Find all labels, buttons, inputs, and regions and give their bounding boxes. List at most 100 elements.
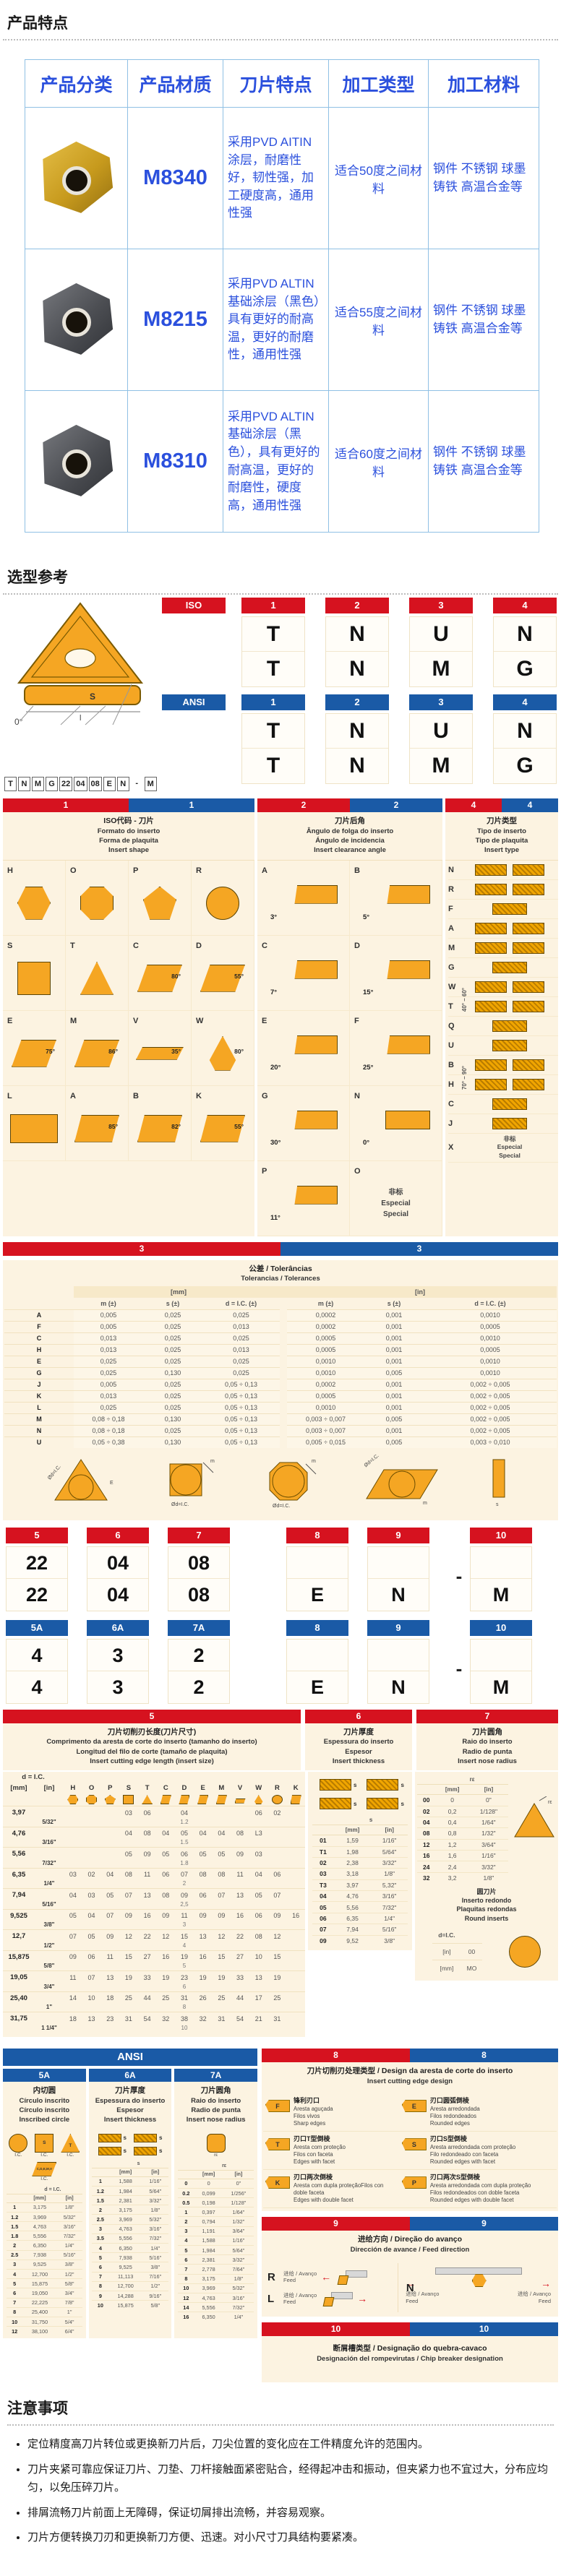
section-7-header: 7 刀片圆角 Raio do inserto Radio de punta Inser… [416,1709,558,1771]
position-chip: 6 [87,1527,149,1543]
triangle-icon: T [61,2133,80,2153]
feature-text: 采用PVD AITIN 涂层，耐磨性好，韧性强，加工硬度高，通用性强 [223,107,329,249]
iso-code-values: 5 22 22 6 04 04 7 08 08 8 E 9 N -10 M [0,1520,561,1613]
edge-tag-icon: P [401,2176,427,2189]
table-row: 1.2 3,969 5/32" [6,2211,83,2222]
section-9-bar: 9 9 [262,2217,558,2231]
square-ic-diagram: m Ød=I.C. [169,1459,215,1507]
table-row: G 0,025 0,130 0,025 0,0010 0,005 0,0010 [4,1366,557,1379]
hexagon-icon [67,1795,79,1805]
table-row: M 0,08 ÷ 0,18 0,130 0,05 ÷ 0,13 0,003 ÷ 0,00… [4,1413,557,1426]
table-row: 7,94 04 03 05 07 13 08 09 06 07 13 05 07 [3,1888,305,1900]
table-row: 7 11,113 7/16" [92,2271,168,2282]
section-5a: 5A 内切圆 Círculo inscrito Círculo inscrito In… [3,2069,86,2339]
table-row: 3/4" 6 [43,1983,187,1990]
col-category: 产品分类 [25,59,128,108]
insert-profile-icon [475,883,507,895]
clearance-cell: A 3° [257,860,350,936]
insert-profile-icon [492,1020,527,1032]
section-8-bar: 8 8 [262,2049,558,2063]
position-chip: 10 [470,1619,532,1636]
divider [7,2424,554,2426]
table-row: 3 1,191 3/64" [177,2226,254,2236]
clearance-diagram-icon [294,1110,338,1129]
ansi-chip: ANSI [162,694,226,710]
table-row: 12 1,2 3/64" [416,1838,509,1851]
svg-text:m: m [312,1459,316,1464]
notes-title: 注意事项 [7,2400,68,2418]
section-10-title: 断屑槽类型 / Designação do quebra-cavaco Desig… [262,2340,558,2368]
code-box: M [32,777,44,791]
insert-profile-icon [475,922,507,934]
round-insert-icon [508,1935,541,1968]
code-value-column: 10 M [470,1527,532,1611]
table-row: 12 38,100 6/4" [6,2326,83,2336]
radius-table: rε [mm] [in] 00 0 0" 02 0,2 1/128" 04 0,4 1/64" 08… [416,1775,509,1884]
clearance-diagram-icon [385,1110,430,1129]
title-line: Radio de punta [462,1747,513,1756]
title-line: Raio do inserto [462,1738,513,1746]
table-row: 12,7 07 05 09 12 22 12 15 13 12 22 08 12 [3,1929,305,1942]
table-row: J 0,005 0,025 0,05 ÷ 0,13 0,0002 0,001 0,002 ÷… [4,1378,557,1391]
inscribed-circle-diagrams: I.C. S I.C. T I.C. C,D,E,M,V I.C. [3,2129,86,2183]
table-row: 4 12,700 1/2" [6,2269,83,2279]
title-line: Espesor [116,2106,144,2115]
edge-tag-icon: F [265,2100,290,2113]
insert-diagram: S l 0° T N M G 22 04 08 E N - M [4,598,158,791]
table-row: U 0,05 ÷ 0,38 0,130 0,05 ÷ 0,13 0,005 ÷ 0,01… [4,1436,557,1448]
position-chip: 4 [493,694,557,710]
tool-icon [335,2269,368,2286]
table-row: 12 4,763 3/16" [177,2292,254,2303]
product-features-title: 产品特点 [7,15,68,32]
insert-profile-icon [475,1000,507,1012]
title-line: Comprimento da aresta de corte do insert… [46,1738,257,1746]
table-row: 7 2,778 7/64" [177,2264,254,2275]
edge-tag-icon: K [265,2176,290,2189]
materials-text: 钢件 不锈钢 球墨铸铁 高温合金等 [428,249,539,391]
position-chip: 2 [325,598,389,613]
code-box: N [18,777,30,791]
table-row: 10 31,750 5/4" [6,2316,83,2327]
insert-photo-dark [34,419,119,504]
section-7a: 7A 刀片圆角 Raio do inserto Radio de punta Inse… [174,2069,258,2339]
title-line: Forma de plaquita [99,836,158,845]
insert-type-row: G [448,958,558,978]
feature-text: 采用PVD ALTIN 基础涂层（黑色），具有更好的耐高温，更好的耐磨性，硬度高… [223,390,329,533]
table-row: 1 1/4" 10 [41,2025,188,2032]
clearance-cell: O 非标 Especial Special [350,1160,442,1236]
table-row: T1 1,98 5/64" [312,1845,408,1858]
table-row: 3/8" 3 [43,1921,187,1929]
circle-icon [206,886,239,920]
table-row: 31,75 18 13 23 31 54 32 38 32 31 54 21 31 [3,2012,305,2024]
clearance-diagram-icon [294,1035,338,1054]
table-row: 2.5 3,969 5/32" [92,2214,168,2225]
feature-text: 采用PVD ALTIN 基础涂层（黑色）具有更好的耐高温，更好的耐磨性，通用性强 [223,249,329,391]
model-name: M8310 [127,390,223,533]
section-4-bar: 4 4 [445,798,558,812]
insert-photo-dark [34,277,119,363]
ansi-band: ANSI 5A 内切圆 Círculo inscrito Círculo inscr… [3,2049,258,2382]
thickness-table: s [mm] [in] 01 1,59 1/16" T1 1,98 5/64" 02 2,38 3… [312,1815,408,1946]
code-box: N [116,777,129,791]
insert-shape-cell: E 75° [3,1010,66,1086]
product-table-header: 产品分类 产品材质 刀片特点 加工类型 加工材料 [25,59,539,108]
code-box: T [4,777,17,791]
title-line: Ángulo de incidencia [315,836,385,845]
table-row: 0 0 0" [177,2178,254,2189]
insert-profile-icon [492,961,527,973]
table-row: 2 3,175 1/8" [92,2205,168,2215]
title-line: Inscribed circle [19,2116,70,2124]
table-row: 9,525 05 04 07 09 16 09 11 09 09 16 06 09 16 [3,1908,305,1921]
model-name: M8215 [127,249,223,391]
table-row: 1/2" 4 [43,1942,187,1949]
insert-profile-icon [492,1098,527,1110]
table-row: H 0,013 0,025 0,013 0,0005 0,001 0,0005 [4,1343,557,1356]
insert-hole [61,165,91,195]
para-icon [200,1114,245,1142]
table-row: 3.5 5,556 7/32" [92,2233,168,2244]
